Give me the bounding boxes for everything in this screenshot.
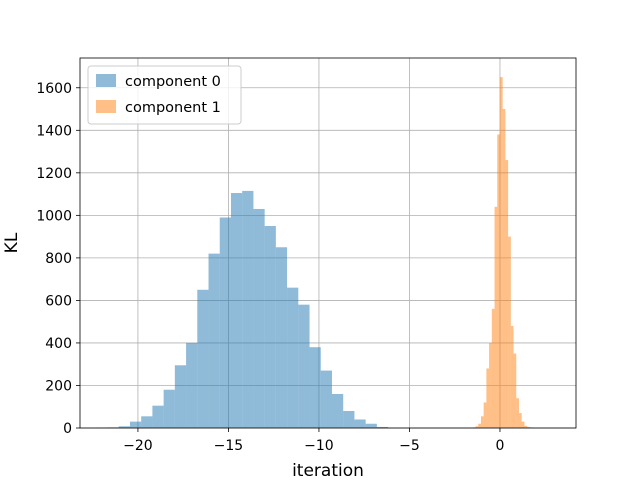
histogram-bar-series-1	[494, 206, 498, 428]
histogram-bar-series-1	[491, 308, 495, 428]
histogram-bar-series-0	[129, 421, 142, 428]
histogram-bar-series-0	[298, 304, 310, 428]
y-tick-label: 600	[45, 293, 72, 309]
x-tick-label: 0	[496, 438, 505, 454]
histogram-bar-series-0	[264, 225, 276, 428]
histogram-bar-series-0	[141, 416, 153, 428]
histogram-bar-series-1	[510, 325, 514, 428]
y-tick-label: 1000	[36, 208, 72, 224]
y-tick-label: 1600	[36, 81, 72, 97]
y-tick-label: 400	[45, 336, 72, 352]
histogram-bar-series-0	[208, 253, 220, 428]
legend-label-component-1: component 1	[125, 100, 221, 116]
histogram-bar-series-0	[365, 423, 377, 428]
bars-layer	[96, 77, 538, 428]
legend-box	[87, 65, 242, 125]
histogram-bar-series-0	[219, 217, 231, 428]
histogram-bar-series-1	[502, 109, 506, 428]
histogram-bar-series-0	[287, 287, 299, 428]
x-tick-label: −15	[214, 438, 244, 454]
histogram-bar-series-1	[480, 416, 484, 428]
histogram-bar-series-0	[320, 370, 332, 428]
histogram-bar-series-0	[118, 426, 130, 428]
ticks-layer: −20 −15 −10 −5 0 0 200 400 600 800 1000 1200 1400 160…	[36, 81, 504, 454]
x-tick-label: −10	[304, 438, 334, 454]
histogram-bar-series-1	[508, 236, 511, 428]
histogram-bar-series-0	[275, 247, 288, 428]
x-tick-label: −5	[399, 438, 420, 454]
legend-swatch-component-0	[96, 74, 116, 87]
legend: component 0 component 1	[87, 65, 242, 125]
histogram-bar-series-0	[309, 347, 321, 428]
histogram-bar-series-0	[376, 426, 389, 428]
histogram-bar-series-1	[486, 368, 490, 428]
histogram-bar-series-0	[253, 208, 265, 428]
legend-swatch-component-1	[96, 100, 116, 113]
histogram-bar-series-1	[499, 77, 503, 428]
legend-label-component-0: component 0	[125, 74, 221, 90]
x-tick-label: −20	[123, 438, 153, 454]
histogram-bar-series-1	[521, 421, 525, 428]
histogram-bar-series-0	[230, 193, 243, 428]
histogram-bar-series-0	[242, 190, 254, 428]
histogram-bar-series-1	[524, 425, 528, 428]
histogram-bar-series-1	[483, 402, 487, 428]
grid-lines	[80, 58, 576, 429]
histogram-bar-series-1	[513, 353, 517, 428]
y-tick-label: 800	[45, 251, 72, 267]
y-tick-label: 1400	[36, 123, 72, 139]
histogram-bar-series-0	[174, 365, 187, 428]
histogram-bar-series-0	[163, 389, 175, 428]
y-axis-label: KL	[2, 232, 22, 253]
y-tick-label: 1200	[36, 166, 72, 182]
histogram-bar-series-1	[497, 134, 500, 428]
histogram-bar-series-1	[527, 426, 530, 428]
histogram-bar-series-1	[489, 342, 492, 428]
y-tick-label: 0	[63, 421, 72, 437]
histogram-bar-series-0	[197, 289, 209, 428]
histogram-bar-series-1	[516, 398, 519, 428]
histogram-bar-series-0	[354, 419, 366, 428]
y-tick-label: 200	[45, 378, 72, 394]
histogram-bar-series-1	[518, 413, 522, 428]
histogram-bar-series-0	[331, 393, 344, 428]
plot-frame	[79, 57, 577, 429]
x-axis-label: iteration	[292, 461, 364, 480]
histogram-bar-series-0	[343, 410, 355, 428]
histogram-bar-series-1	[478, 423, 481, 428]
histogram-bar-series-1	[475, 426, 479, 428]
histogram-bar-series-0	[186, 342, 198, 428]
histogram-bar-series-0	[152, 405, 164, 428]
histogram-bar-series-1	[505, 160, 509, 428]
